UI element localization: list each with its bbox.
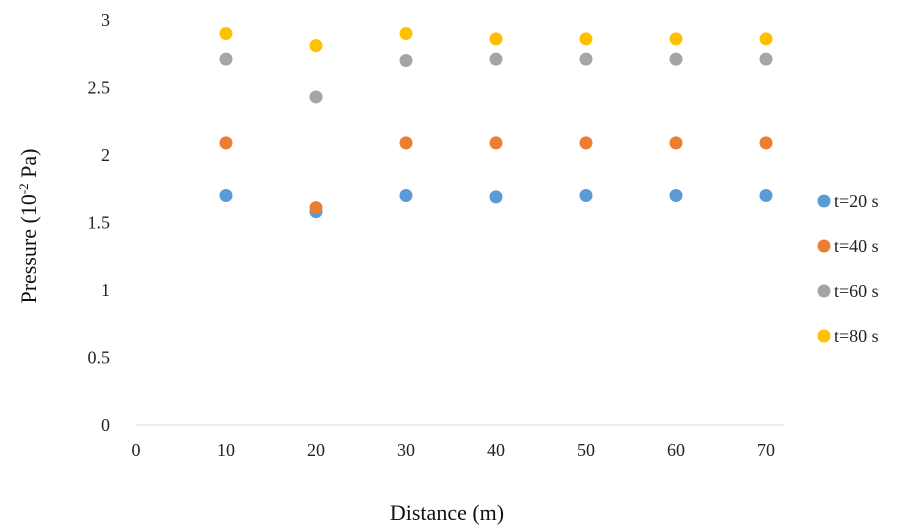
x-tick-label: 0 (132, 440, 141, 460)
x-tick-label: 70 (757, 440, 775, 460)
data-point (669, 52, 683, 66)
data-point (309, 201, 323, 215)
legend-marker (817, 329, 831, 343)
y-tick-label: 2 (101, 145, 110, 165)
data-point (669, 189, 683, 202)
data-point (579, 136, 593, 150)
x-tick-label: 50 (577, 440, 595, 460)
legend: t=20 s t=40 s t=60 s t=80 s (817, 191, 879, 346)
y-tick-label: 0 (101, 415, 110, 435)
y-tick-label: 0.5 (88, 348, 111, 368)
y-axis-title: Pressure (10-2 Pa) (16, 148, 41, 303)
y-axis-ticks: 0 0.5 1 1.5 2 2.5 3 (88, 10, 111, 435)
x-tick-label: 20 (307, 440, 325, 460)
data-point (489, 136, 503, 150)
series-t-80-s (219, 27, 773, 53)
x-tick-label: 40 (487, 440, 505, 460)
y-axis-title-tail: Pa) (16, 148, 41, 183)
x-tick-label: 30 (397, 440, 415, 460)
data-point (489, 52, 503, 66)
data-point (399, 27, 413, 40)
data-point (219, 136, 233, 150)
data-point (579, 52, 593, 66)
data-point (219, 27, 233, 40)
legend-marker (817, 194, 831, 208)
x-tick-label: 10 (217, 440, 235, 460)
data-point (579, 32, 593, 46)
data-point (579, 189, 593, 202)
series-t-40-s (219, 136, 773, 215)
data-point (219, 189, 233, 202)
x-axis-title: Distance (m) (390, 500, 504, 525)
data-points (219, 27, 773, 219)
data-point (759, 189, 773, 202)
data-point (309, 90, 323, 104)
data-point (399, 54, 413, 67)
x-axis-ticks: 0 10 20 30 40 50 60 70 (132, 440, 776, 460)
data-point (399, 136, 413, 150)
legend-label: t=80 s (834, 326, 879, 346)
data-point (759, 32, 773, 46)
legend-marker (817, 239, 831, 253)
data-point (309, 39, 323, 53)
data-point (759, 136, 773, 150)
data-point (489, 190, 503, 204)
y-axis-title-main: Pressure (10 (16, 194, 41, 303)
data-point (759, 52, 773, 66)
x-tick-label: 60 (667, 440, 685, 460)
y-tick-label: 2.5 (88, 78, 111, 98)
legend-label: t=20 s (834, 191, 879, 211)
legend-label: t=40 s (834, 236, 879, 256)
legend-marker (817, 284, 831, 298)
data-point (219, 52, 233, 66)
legend-label: t=60 s (834, 281, 879, 301)
series-t-60-s (219, 52, 773, 104)
y-tick-label: 3 (101, 10, 110, 30)
data-point (399, 189, 413, 202)
data-point (669, 32, 683, 46)
y-axis-title-exponent: -2 (16, 183, 31, 194)
series-t-20-s (219, 189, 773, 219)
data-point (669, 136, 683, 150)
y-tick-label: 1 (101, 280, 110, 300)
y-tick-label: 1.5 (88, 213, 111, 233)
data-point (489, 32, 503, 46)
